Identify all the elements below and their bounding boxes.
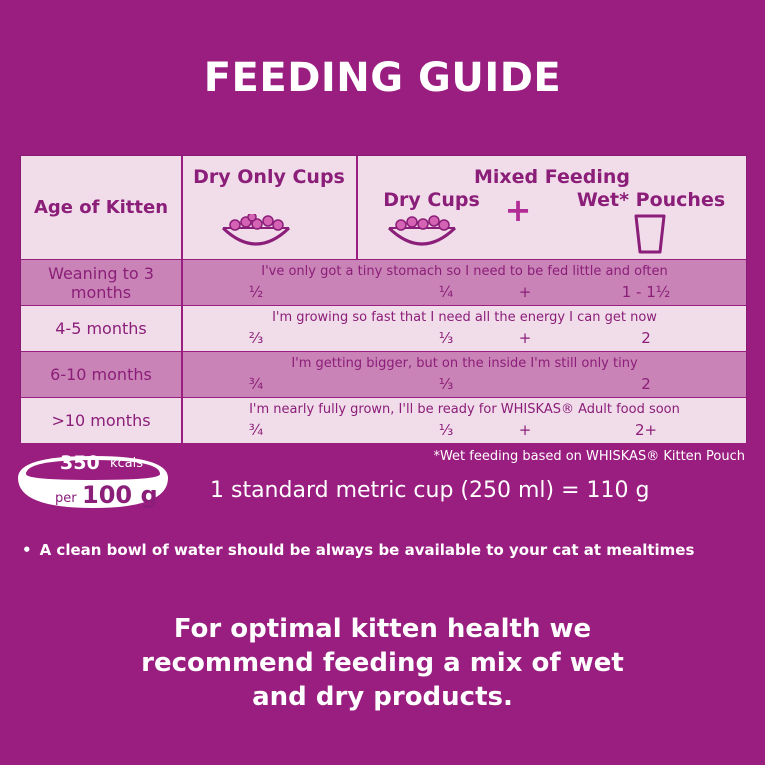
header-dry-only-label: Dry Only Cups: [193, 166, 345, 188]
bowl-kibble-icon: [387, 215, 457, 246]
dry-only-value: ⅔: [248, 329, 264, 347]
header-divider-1: [181, 156, 183, 259]
mixed-dry-value: ⅓: [438, 421, 454, 439]
dry-only-value: ¾: [248, 421, 264, 439]
mixed-dry-value: ⅓: [438, 375, 454, 393]
table-row: >10 months I'm nearly fully grown, I'll b…: [21, 397, 746, 443]
wet-pouches-value: 2+: [634, 421, 658, 439]
age-cell: >10 months: [51, 411, 151, 430]
mixed-plus: +: [518, 283, 532, 301]
mixed-dry-value: ¼: [438, 283, 454, 301]
table-row: 6-10 months I'm getting bigger, but on th…: [21, 351, 746, 397]
header-plus: +: [504, 191, 532, 229]
row-divider: [181, 352, 183, 397]
age-cell: 6-10 months: [50, 365, 152, 384]
dry-only-value: ¾: [248, 375, 264, 393]
wet-pouches-value: 1 - 1½: [621, 283, 671, 301]
kcal-value: 350: [60, 452, 100, 474]
recommendation: For optimal kitten health we recommend f…: [0, 612, 765, 714]
mixed-dry-value: ⅓: [438, 329, 454, 347]
water-bullet: • A clean bowl of water should be always …: [22, 541, 694, 559]
feeding-table: Age of Kitten Dry Only Cups Mixed Feedin…: [20, 155, 747, 443]
table-row: Weaning to 3 months I've only got a tiny …: [21, 259, 746, 305]
recommendation-line: and dry products.: [252, 682, 513, 712]
dry-only-value: ½: [248, 283, 264, 301]
kcal-amount: 100 g: [82, 481, 158, 509]
page-title: FEEDING GUIDE: [203, 55, 562, 101]
header-age: Age of Kitten: [33, 196, 169, 218]
bullet-dot-icon: •: [22, 541, 32, 559]
row-note: I'm getting bigger, but on the inside I'…: [291, 356, 638, 371]
age-cell: 4-5 months: [55, 319, 147, 338]
wet-pouches-value: 2: [641, 329, 651, 347]
row-note: I'm nearly fully grown, I'll be ready fo…: [249, 402, 680, 417]
table-row: 4-5 months I'm growing so fast that I nee…: [21, 305, 746, 351]
row-divider: [181, 306, 183, 351]
kcal-bowl-badge-icon: [18, 456, 168, 508]
bowl-kibble-icon: [221, 214, 291, 246]
header-dry-only: Dry Only Cups: [184, 166, 354, 188]
row-divider: [181, 260, 183, 305]
cup-conversion-note: 1 standard metric cup (250 ml) = 110 g: [210, 478, 650, 503]
water-bullet-text: A clean bowl of water should be always b…: [39, 541, 695, 559]
footnote: *Wet feeding based on WHISKAS® Kitten Po…: [433, 449, 745, 464]
mixed-plus: +: [518, 329, 532, 347]
mixed-plus: +: [518, 421, 532, 439]
row-divider: [181, 398, 183, 443]
kcal-per: per: [55, 491, 77, 506]
pouch-cup-icon: [634, 214, 666, 254]
header-mixed-dry: Dry Cups: [383, 189, 480, 211]
kcal-unit: kcals: [110, 456, 144, 471]
wet-pouches-value: 2: [641, 375, 651, 393]
age-cell: Weaning to 3 months: [48, 263, 154, 302]
row-note: I'm growing so fast that I need all the …: [272, 310, 657, 325]
row-note: I've only got a tiny stomach so I need t…: [261, 264, 668, 279]
header-divider-2: [356, 156, 358, 259]
header-mixed: Mixed Feeding: [474, 166, 630, 188]
header-mixed-wet: Wet* Pouches: [576, 189, 726, 211]
recommendation-line: recommend feeding a mix of wet: [141, 648, 624, 678]
recommendation-line: For optimal kitten health we: [173, 614, 592, 644]
